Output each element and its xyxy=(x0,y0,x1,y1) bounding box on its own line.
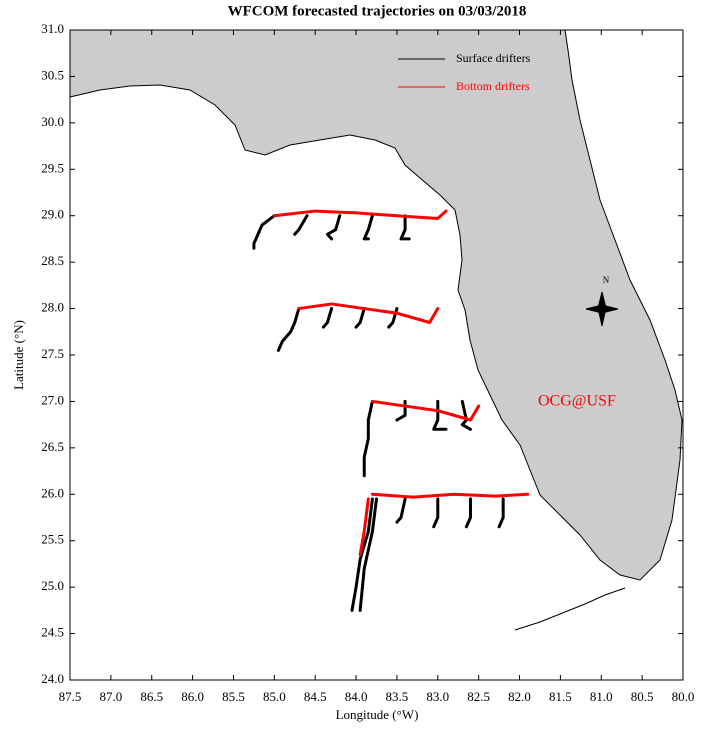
y-tick-label: 27.5 xyxy=(41,346,64,361)
compass-label: N xyxy=(603,275,610,285)
trajectory xyxy=(272,209,448,220)
trajectory xyxy=(432,399,448,431)
x-tick-label: 84.0 xyxy=(345,689,368,704)
y-tick-label: 25.0 xyxy=(41,578,64,593)
trajectory xyxy=(297,302,440,324)
x-tick-label: 85.0 xyxy=(263,689,286,704)
trajectory xyxy=(464,497,472,529)
legend-label: Surface drifters xyxy=(456,51,531,65)
trajectory xyxy=(293,214,309,236)
trajectory xyxy=(399,214,411,241)
x-tick-label: 83.5 xyxy=(386,689,409,704)
y-tick-label: 30.5 xyxy=(41,67,64,82)
chart-title: WFCOM forecasted trajectories on 03/03/2… xyxy=(228,3,527,19)
legend-label: Bottom drifters xyxy=(456,79,530,93)
trajectory xyxy=(321,307,334,329)
annotation: OCG@USF xyxy=(538,393,616,410)
x-tick-label: 87.0 xyxy=(99,689,122,704)
trajectory xyxy=(432,497,440,529)
trajectory xyxy=(395,497,407,524)
y-tick-label: 26.5 xyxy=(41,439,64,454)
trajectory xyxy=(252,214,276,250)
x-tick-label: 86.0 xyxy=(181,689,204,704)
x-tick-label: 83.0 xyxy=(426,689,449,704)
trajectory xyxy=(276,307,301,352)
keys xyxy=(514,587,626,631)
y-axis-label: Latitude (°N) xyxy=(11,320,26,390)
trajectory xyxy=(460,399,472,431)
y-tick-label: 24.0 xyxy=(41,671,64,686)
y-tick-label: 25.5 xyxy=(41,532,64,547)
y-tick-label: 30.0 xyxy=(41,114,64,129)
trajectory xyxy=(362,399,374,478)
y-tick-label: 29.5 xyxy=(41,160,64,175)
florida-land xyxy=(69,29,683,581)
x-tick-label: 87.5 xyxy=(59,689,82,704)
trajectory xyxy=(358,497,370,557)
x-tick-label: 81.0 xyxy=(590,689,613,704)
y-tick-label: 28.0 xyxy=(41,300,64,315)
y-tick-label: 24.5 xyxy=(41,625,64,640)
x-tick-label: 86.5 xyxy=(140,689,163,704)
trajectory xyxy=(362,214,374,241)
x-tick-label: 85.5 xyxy=(222,689,245,704)
trajectory xyxy=(370,492,530,499)
x-tick-label: 80.0 xyxy=(672,689,695,704)
trajectory xyxy=(358,497,378,612)
y-tick-label: 29.0 xyxy=(41,207,64,222)
x-tick-label: 82.0 xyxy=(508,689,531,704)
y-tick-label: 27.0 xyxy=(41,392,64,407)
y-tick-label: 31.0 xyxy=(41,21,64,36)
x-axis-label: Longitude (°W) xyxy=(336,707,419,722)
x-tick-label: 81.5 xyxy=(549,689,572,704)
y-tick-label: 26.0 xyxy=(41,485,64,500)
trajectory xyxy=(370,399,481,422)
trajectory xyxy=(350,497,374,612)
trajectory xyxy=(325,214,342,241)
compass xyxy=(585,291,619,327)
x-tick-label: 80.5 xyxy=(631,689,654,704)
x-tick-label: 82.5 xyxy=(467,689,490,704)
y-tick-label: 28.5 xyxy=(41,253,64,268)
trajectory xyxy=(354,307,366,329)
x-tick-label: 84.5 xyxy=(304,689,327,704)
trajectory xyxy=(497,497,505,529)
